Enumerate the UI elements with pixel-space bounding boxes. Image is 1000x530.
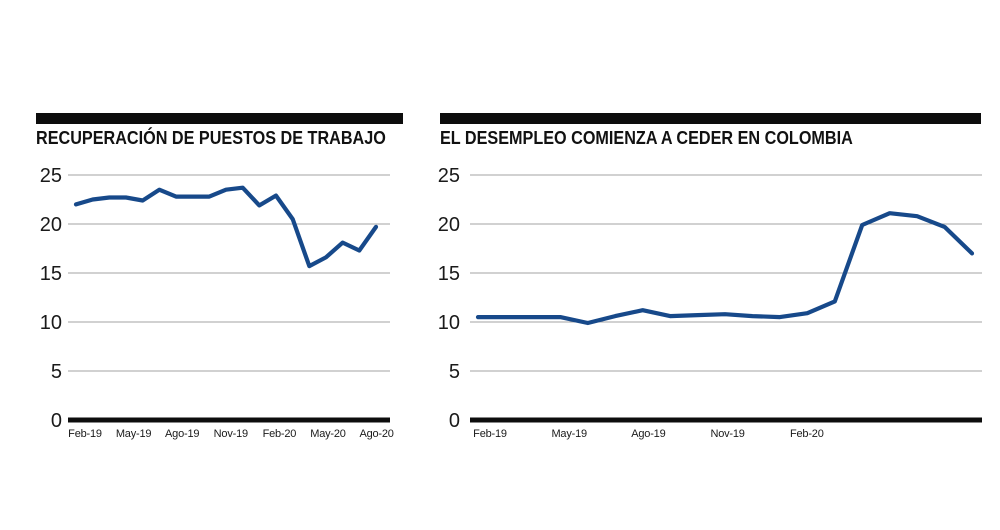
y-tick-label: 25 [438,165,460,187]
line-chart-jobs: 0 5 10 15 20 25 Feb-19 May-19 Ago-19 Nov-19 Feb-20… [40,165,394,440]
y-tick-label: 5 [449,361,460,383]
x-tick-label: Feb-20 [790,428,824,440]
y-tick-label: 20 [40,214,62,236]
x-tick-label: Feb-19 [68,428,102,440]
x-tick-label: Ago-20 [359,428,393,440]
line-chart-unemployment: 0 5 10 15 20 25 Feb-19 May-19 Ago-19 Nov-19 Feb-20 [438,165,982,440]
y-tick-label: 10 [438,312,460,334]
x-tick-label: May-19 [116,428,152,440]
y-tick-label: 5 [51,361,62,383]
x-tick-label: Nov-19 [710,428,744,440]
chart-title-unemployment: EL DESEMPLEO COMIENZA A CEDER EN COLOMBI… [440,128,853,148]
y-tick-label: 0 [449,410,460,432]
y-tick-label: 25 [40,165,62,187]
y-tick-label: 15 [40,263,62,285]
chart-title-jobs: RECUPERACIÓN DE PUESTOS DE TRABAJO [36,128,386,148]
y-tick-label: 0 [51,410,62,432]
data-series-line [73,185,379,269]
y-tick-label: 15 [438,263,460,285]
x-tick-label: Nov-19 [214,428,248,440]
title-bar-right [440,113,981,124]
x-tick-label: Ago-19 [165,428,199,440]
x-tick-label: May-19 [551,428,587,440]
y-tick-label: 20 [438,214,460,236]
title-bar-left [36,113,403,124]
x-tick-label: Feb-19 [473,428,507,440]
x-tick-label: May-20 [310,428,346,440]
data-series-line [475,211,975,326]
x-tick-label: Ago-19 [631,428,665,440]
y-tick-label: 10 [40,312,62,334]
x-tick-label: Feb-20 [263,428,297,440]
